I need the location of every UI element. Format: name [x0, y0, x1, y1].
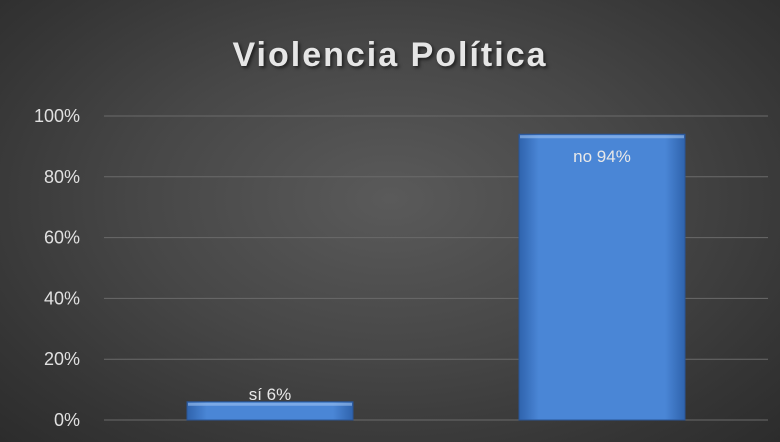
bar-sí — [186, 401, 354, 421]
y-tick-label: 60% — [44, 228, 80, 248]
y-tick-label: 80% — [44, 167, 80, 187]
data-label-no: no 94% — [573, 147, 631, 166]
y-tick-label: 40% — [44, 288, 80, 308]
data-label-sí: sí 6% — [249, 385, 292, 404]
bars — [186, 133, 686, 421]
y-tick-label: 100% — [34, 106, 80, 126]
y-tick-label: 20% — [44, 349, 80, 369]
chart-title: Violencia Política — [232, 36, 548, 74]
y-axis: 0% 20% 40% 60% 80% 100% — [34, 106, 80, 430]
y-tick-label: 0% — [54, 410, 80, 430]
bar-highlight — [188, 402, 352, 406]
bar-highlight — [520, 135, 684, 139]
data-labels: sí 6% no 94% — [249, 147, 631, 404]
bar-no — [518, 133, 686, 421]
